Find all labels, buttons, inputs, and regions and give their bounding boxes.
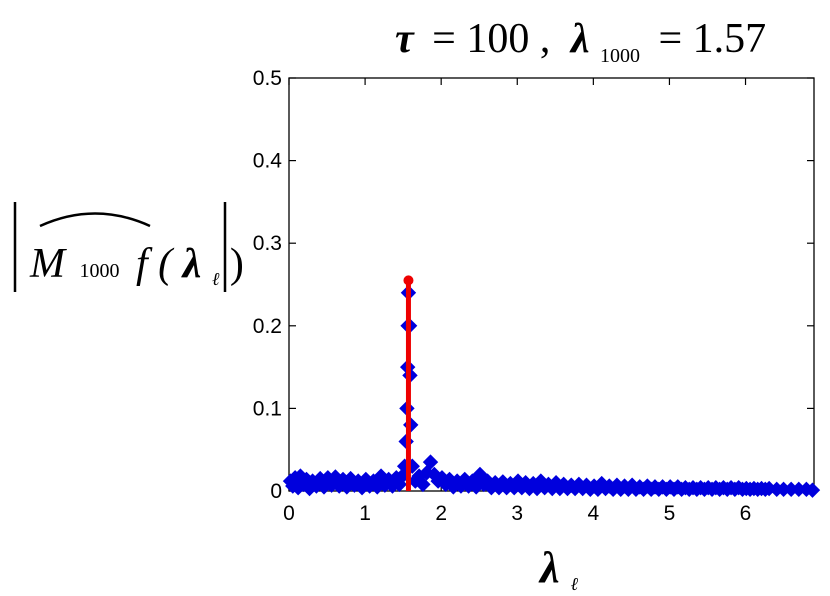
chart-title: τ = 100 , λ 1000 = 1.57: [395, 16, 766, 72]
y-tick-label: 0.1: [253, 397, 282, 420]
data-point-blue: [422, 454, 439, 470]
ylabel-m-sub: 1000: [80, 260, 120, 282]
plot-frame: [288, 77, 815, 492]
title-lambda-value: = 1.57: [659, 16, 767, 62]
x-tick-label: 3: [511, 502, 523, 525]
y-axis-label: M 1000 f ( λ ℓ ): [13, 202, 244, 295]
data-point-blue: [415, 476, 431, 493]
red-stem-marker: [403, 275, 414, 286]
ylabel-lambda-sub: ℓ: [212, 269, 220, 289]
y-tick-label: 0.4: [253, 150, 283, 173]
y-tick-label: 0: [270, 480, 282, 503]
title-tau: τ: [395, 16, 415, 62]
y-tick-label: 0.3: [253, 232, 282, 255]
title-lambda-sub: 1000: [600, 45, 640, 67]
title-tau-value: = 100 ,: [432, 16, 550, 62]
x-tick-label: 0: [283, 502, 295, 525]
title-lambda: λ: [569, 16, 590, 62]
ylabel-f: f (: [136, 241, 175, 287]
y-tick-label: 0.5: [253, 67, 282, 90]
ylabel-close: ): [230, 241, 244, 287]
data-point-blue: [804, 482, 821, 498]
xlabel-sub: ℓ: [571, 574, 579, 594]
x-tick-label: 4: [588, 502, 600, 525]
y-tick-label: 0.2: [253, 315, 282, 338]
x-tick-label: 6: [740, 502, 752, 525]
x-tick-label: 2: [435, 502, 447, 525]
x-tick-label: 1: [359, 502, 371, 525]
data-marks: [282, 275, 821, 498]
svg-text:M 1000 f ( λ: M 1000 f ( λ ℓ ): [29, 241, 244, 295]
axis-ticks: 0 1 2 3 4 5 6 0 0.1 0.2 0.3 0.4 0.5: [253, 67, 814, 525]
x-axis-label: λ ℓ: [538, 543, 579, 594]
xlabel-lambda: λ: [538, 543, 560, 592]
x-tick-label: 5: [664, 502, 676, 525]
ylabel-lambda: λ: [181, 241, 202, 287]
ylabel-m: M: [29, 241, 67, 287]
